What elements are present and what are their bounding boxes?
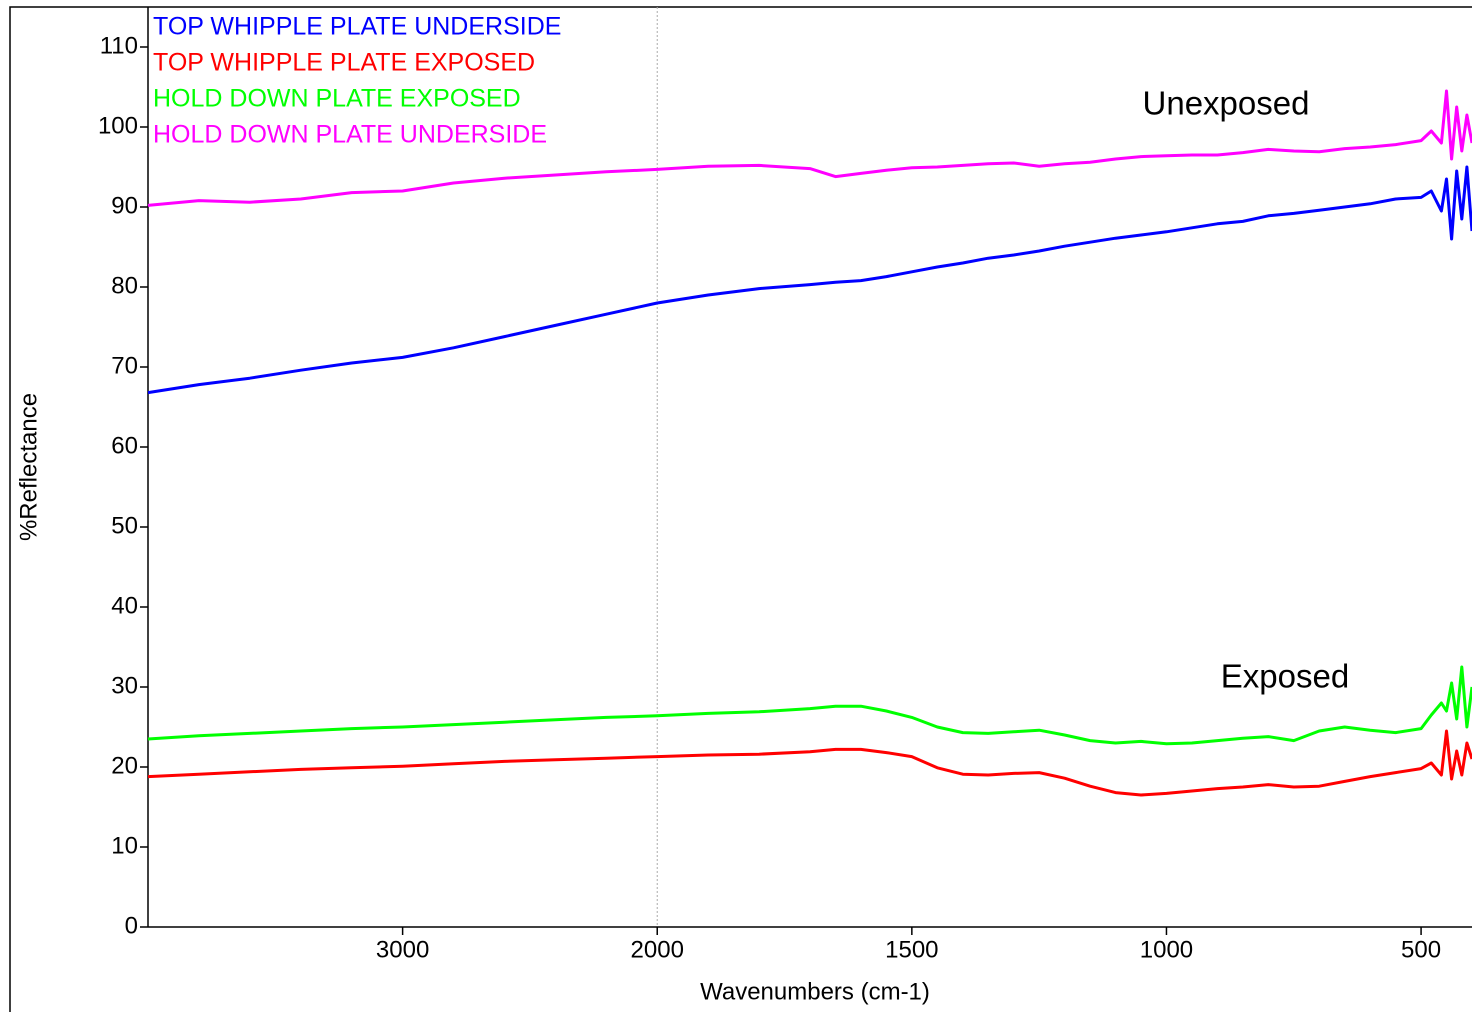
legend-entry: TOP WHIPPLE PLATE UNDERSIDE bbox=[153, 13, 561, 41]
x-tick-label: 1500 bbox=[885, 936, 938, 963]
x-tick-label: 2000 bbox=[631, 936, 684, 963]
y-tick-label: 100 bbox=[98, 112, 138, 139]
x-tick-label: 3000 bbox=[376, 936, 429, 963]
y-tick-label: 60 bbox=[111, 432, 138, 459]
y-tick-label: 0 bbox=[125, 912, 138, 939]
series-line bbox=[147, 729, 1472, 797]
x-tick-label: 500 bbox=[1401, 936, 1441, 963]
annotation: Exposed bbox=[1221, 658, 1349, 695]
y-tick-label: 10 bbox=[111, 832, 138, 859]
y-tick-label: 30 bbox=[111, 672, 138, 699]
y-tick-label: 110 bbox=[100, 32, 138, 59]
x-tick-label: 1000 bbox=[1140, 936, 1193, 963]
series-line bbox=[147, 165, 1472, 395]
y-tick-label: 40 bbox=[111, 592, 138, 619]
y-tick-label: 50 bbox=[111, 512, 138, 539]
series-line bbox=[147, 665, 1472, 746]
y-tick-label: 70 bbox=[111, 352, 138, 379]
legend-entry: HOLD DOWN PLATE UNDERSIDE bbox=[153, 121, 547, 149]
y-tick-label: 80 bbox=[111, 272, 138, 299]
legend-entry: HOLD DOWN PLATE EXPOSED bbox=[153, 85, 521, 113]
y-tick-label: 90 bbox=[111, 192, 138, 219]
legend-entry: TOP WHIPPLE PLATE EXPOSED bbox=[153, 49, 535, 77]
y-tick-label: 20 bbox=[111, 752, 138, 779]
y-axis-label: %Reflectance bbox=[15, 393, 42, 541]
x-axis-label: Wavenumbers (cm-1) bbox=[700, 978, 930, 1005]
annotation: Unexposed bbox=[1143, 85, 1310, 122]
frame bbox=[9, 6, 1472, 1012]
series-line bbox=[147, 89, 1472, 207]
